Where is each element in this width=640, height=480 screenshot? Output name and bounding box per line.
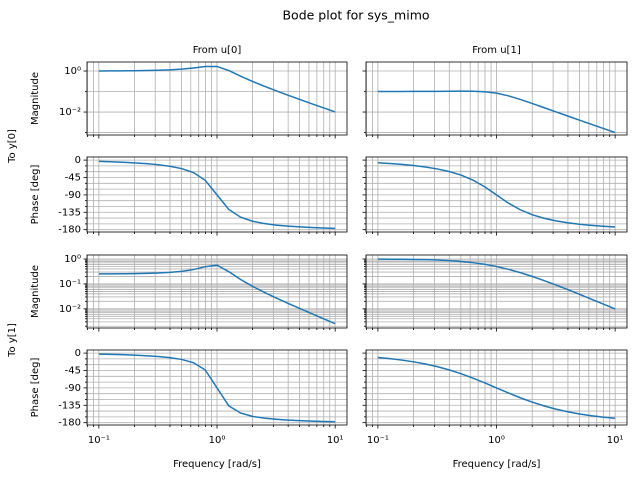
x-axis-label: Frequency [rad/s] xyxy=(453,459,541,470)
axes-frame xyxy=(365,61,628,136)
data-line xyxy=(377,356,616,420)
axes-frame xyxy=(86,156,348,233)
data-line xyxy=(377,90,616,134)
y-tick-label: 10⁻² xyxy=(59,304,81,315)
y-tick-label: -45 xyxy=(65,365,81,376)
y-tick-label: -90 xyxy=(65,190,81,201)
data-line xyxy=(377,258,616,310)
subplot-title: From u[0] xyxy=(193,45,242,56)
x-tick-label: 10⁻¹ xyxy=(367,435,389,446)
y-axis-label: Magnitude xyxy=(30,265,41,318)
y-axis-label: Phase [deg] xyxy=(30,358,41,418)
x-tick-label: 10⁰ xyxy=(488,435,505,446)
axes-frame xyxy=(86,254,348,329)
y-tick-label: 10⁰ xyxy=(64,254,81,265)
x-axis-label: Frequency [rad/s] xyxy=(173,459,261,470)
y-tick-label: -180 xyxy=(58,418,81,429)
data-line xyxy=(98,65,336,113)
axes-frame xyxy=(365,156,628,233)
x-tick-label: 10¹ xyxy=(607,435,624,446)
y-tick-label: -90 xyxy=(65,383,81,394)
figure-title: Bode plot for sys_mimo xyxy=(282,8,429,23)
subplot-title: From u[1] xyxy=(472,45,521,56)
data-line xyxy=(98,264,336,325)
x-tick-label: 10⁻¹ xyxy=(88,435,110,446)
y-tick-label: 10⁻² xyxy=(59,107,81,118)
data-line xyxy=(98,160,336,230)
y-axis-label: Magnitude xyxy=(30,72,41,125)
y-tick-label: -180 xyxy=(58,225,81,236)
y-axis-label: Phase [deg] xyxy=(30,165,41,225)
y-tick-label: 10⁻¹ xyxy=(59,279,81,290)
y-tick-label: 10⁰ xyxy=(64,66,81,77)
axes-frame xyxy=(365,349,628,426)
x-tick-label: 10¹ xyxy=(327,435,344,446)
y-tick-label: 0 xyxy=(75,155,81,166)
row-label: To y[0] xyxy=(7,129,18,164)
y-tick-label: -135 xyxy=(58,207,81,218)
row-label: To y[1] xyxy=(7,323,18,358)
y-tick-label: -45 xyxy=(65,172,81,183)
x-tick-label: 10⁰ xyxy=(209,435,226,446)
axes-frame xyxy=(86,61,348,136)
y-tick-label: 0 xyxy=(75,348,81,359)
axes-frame xyxy=(365,254,628,329)
y-tick-label: -135 xyxy=(58,400,81,411)
data-line xyxy=(98,353,336,423)
data-line xyxy=(377,162,616,228)
axes-frame xyxy=(86,349,348,426)
